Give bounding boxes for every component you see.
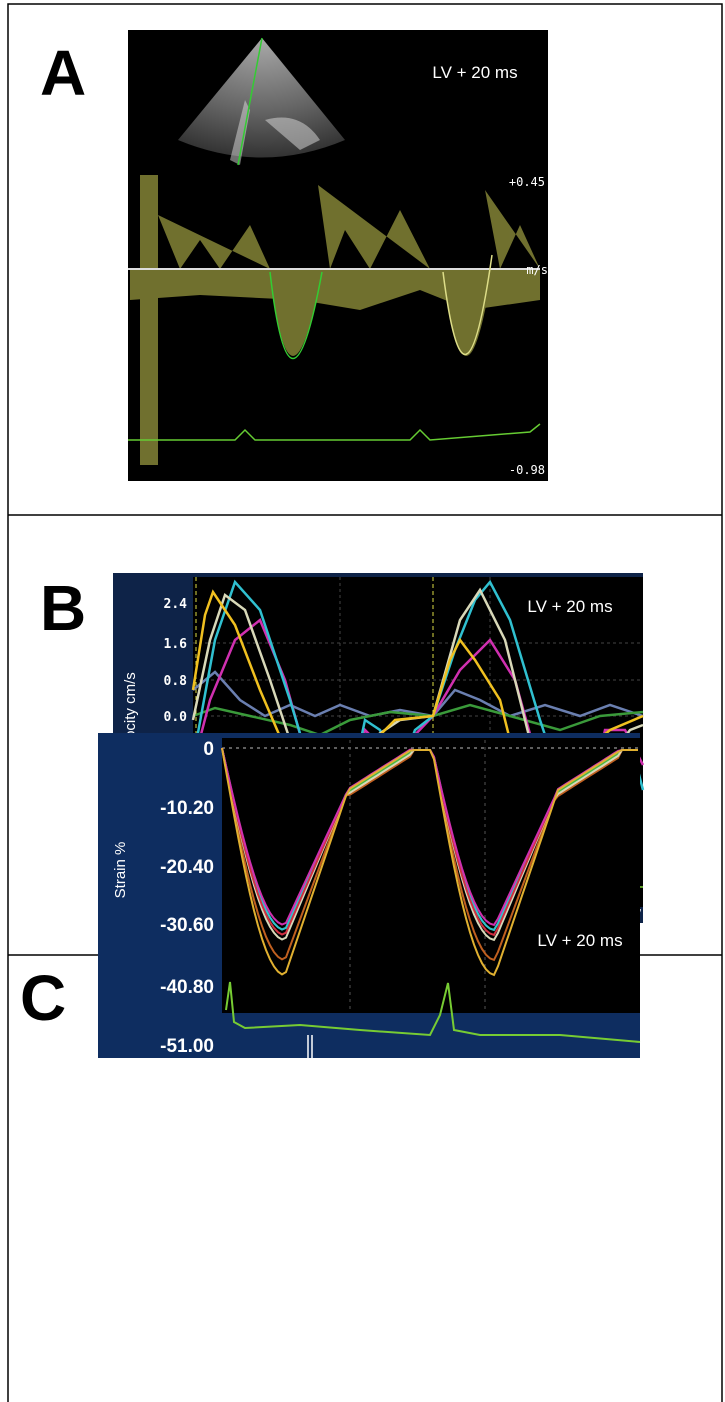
ecg (128, 423, 541, 441)
velocity-curve (192, 670, 644, 718)
y-tick-label: -30.60 (160, 915, 214, 936)
scale-label: -0.98 (509, 463, 545, 477)
y-tick-label: 1.6 (164, 637, 188, 652)
x-tick-label: 880 (469, 1076, 501, 1097)
y-tick-label: -40.80 (160, 977, 214, 998)
strain-curve (221, 747, 638, 977)
y-tick-label: 0.0 (164, 710, 188, 725)
y-tick-label: -10.20 (160, 798, 214, 819)
panel-a: A LV + 20 ms +0.45 m/s -0.98 (40, 30, 548, 481)
y-tick-label: 2.4 (164, 597, 188, 612)
doppler-signal (130, 175, 540, 465)
x-tick-label: 440 (334, 1076, 366, 1097)
panel-label: A (40, 37, 86, 109)
panel-c: C LV + 20 ms Strain % 0 -10.20 -20.40 -30.6… (20, 733, 641, 1097)
frame (7, 3, 723, 1402)
x-tick-label: 1320 (594, 1076, 636, 1097)
trace (269, 271, 323, 360)
trace (442, 254, 493, 356)
y-axis-label: Strain % (112, 842, 129, 899)
cursor-line (237, 37, 263, 166)
annotation: LV + 20 ms (537, 931, 622, 950)
panel-label: C (20, 962, 66, 1034)
y-tick-label: 0.8 (164, 674, 188, 689)
y-tick-label: 0 (203, 739, 214, 760)
ecg (225, 981, 641, 1043)
panel-label: B (40, 572, 86, 644)
velocity-curve (192, 703, 644, 737)
annotation: LV + 20 ms (527, 597, 612, 616)
y-tick-label: -51.00 (160, 1036, 214, 1057)
doppler-image (128, 30, 548, 481)
scale-label: m/s (526, 263, 548, 277)
y-tick-label: -20.40 (160, 857, 214, 878)
annotation: LV + 20 ms (432, 63, 517, 82)
scale-label: +0.45 (509, 175, 545, 189)
